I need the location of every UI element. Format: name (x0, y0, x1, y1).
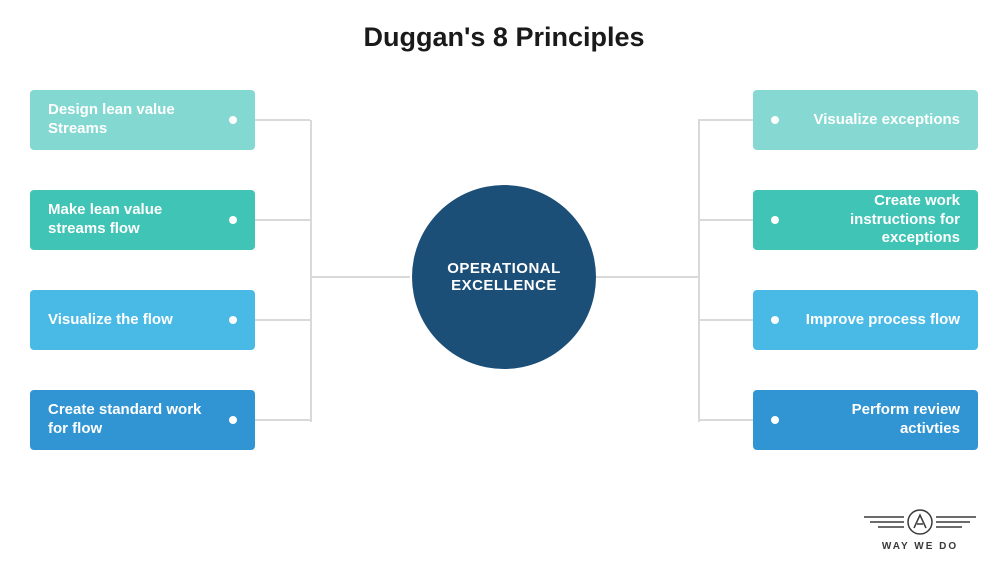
bullet-icon (229, 216, 237, 224)
bullet-icon (771, 116, 779, 124)
principle-box-right-3: Perform review activties (753, 390, 978, 450)
connector-left-stub-2 (255, 319, 310, 321)
principle-label: Visualize exceptions (793, 111, 960, 130)
connector-right-trunk (698, 120, 700, 422)
principle-box-right-2: Improve process flow (753, 290, 978, 350)
center-node: OPERATIONAL EXCELLENCE (412, 185, 596, 369)
principle-box-left-2: Visualize the flow (30, 290, 255, 350)
connector-right-stub-0 (698, 119, 753, 121)
connector-left-stub-0 (255, 119, 310, 121)
principle-label: Design lean value Streams (48, 101, 215, 139)
connector-left-trunk (310, 120, 312, 422)
brand-logo: WAY WE DO (860, 507, 980, 552)
bullet-icon (771, 216, 779, 224)
center-line1: OPERATIONAL (447, 260, 561, 277)
connector-right-mid (596, 276, 698, 278)
principle-label: Visualize the flow (48, 311, 215, 330)
connector-right-stub-1 (698, 219, 753, 221)
brand-text: WAY WE DO (882, 541, 958, 552)
center-line2: EXCELLENCE (447, 277, 561, 294)
principle-label: Create standard work for flow (48, 401, 215, 439)
principle-label: Create work instructions for exceptions (793, 192, 960, 248)
connector-left-stub-3 (255, 419, 310, 421)
bullet-icon (229, 416, 237, 424)
connector-right-stub-2 (698, 319, 753, 321)
bullet-icon (229, 316, 237, 324)
principle-box-left-1: Make lean value streams flow (30, 190, 255, 250)
principle-box-left-3: Create standard work for flow (30, 390, 255, 450)
connector-left-mid (310, 276, 410, 278)
principle-box-left-0: Design lean value Streams (30, 90, 255, 150)
connector-right-stub-3 (698, 419, 753, 421)
principle-label: Perform review activties (793, 401, 960, 439)
bullet-icon (771, 316, 779, 324)
principle-box-right-0: Visualize exceptions (753, 90, 978, 150)
principle-box-right-1: Create work instructions for exceptions (753, 190, 978, 250)
bullet-icon (229, 116, 237, 124)
principle-label: Make lean value streams flow (48, 201, 215, 239)
principle-label: Improve process flow (793, 311, 960, 330)
page-title: Duggan's 8 Principles (0, 22, 1008, 53)
wings-icon (860, 507, 980, 539)
bullet-icon (771, 416, 779, 424)
connector-left-stub-1 (255, 219, 310, 221)
